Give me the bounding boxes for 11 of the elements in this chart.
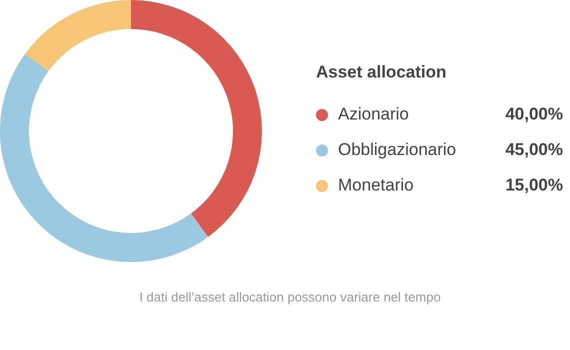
text: I dati dell’asset allocation possono variare nel tempo: [139, 289, 441, 304]
donut-slice: [25, 0, 131, 72]
legend-label: Azionario: [338, 104, 409, 124]
legend-label: Obbligazionario: [338, 140, 456, 159]
legend-title: Asset allocation: [316, 62, 446, 82]
legend-label: Monetario: [338, 175, 414, 194]
data-label: 40,00%: [505, 104, 563, 124]
data-label: 15,00%: [505, 175, 563, 194]
donut-slice: [0, 54, 208, 262]
data-label: 45,00%: [505, 140, 563, 159]
donut-slice: [131, 0, 262, 237]
